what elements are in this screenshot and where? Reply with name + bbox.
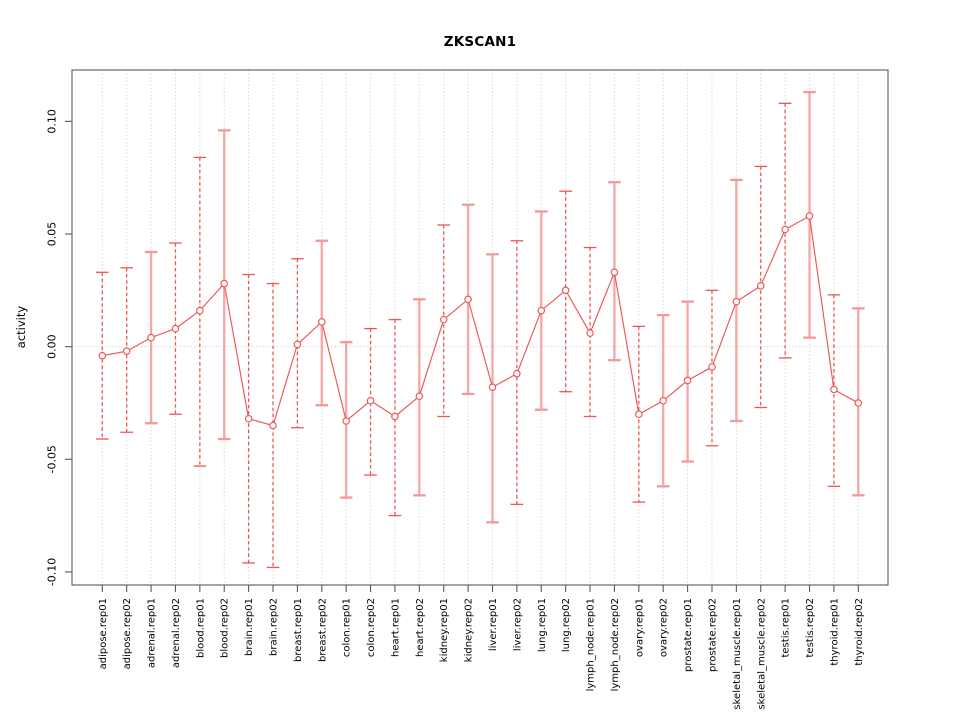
- data-point: [415, 392, 424, 400]
- x-tick-label: liver.rep02: [512, 598, 523, 651]
- data-point: [756, 282, 765, 290]
- x-tick-label: brain.rep01: [244, 598, 255, 656]
- x-tick-label: ovary.rep02: [659, 598, 670, 657]
- series-line: [102, 215, 859, 427]
- data-point: [293, 340, 302, 349]
- y-tick-label: -0.05: [46, 445, 59, 473]
- x-tick-label: prostate.rep01: [683, 598, 694, 672]
- data-point: [147, 333, 155, 342]
- x-tick-label: breast.rep02: [317, 598, 328, 662]
- x-tick-label: colon.rep02: [366, 598, 377, 657]
- x-tick-label: adrenal.rep02: [171, 598, 182, 668]
- x-tick-label: skeletal_muscle.rep01: [732, 598, 743, 710]
- data-point: [513, 369, 521, 378]
- data-point: [464, 295, 472, 304]
- x-tick-label: adipose.rep02: [122, 598, 133, 669]
- data-point: [171, 324, 180, 333]
- data-point: [488, 383, 497, 391]
- x-tick-label: lung.rep02: [561, 598, 572, 652]
- data-point: [805, 212, 814, 220]
- x-tick-label: liver.rep01: [488, 598, 499, 651]
- data-point: [586, 329, 594, 337]
- data-point: [537, 306, 546, 315]
- data-point: [220, 279, 229, 288]
- y-tick-label: 0.05: [46, 222, 59, 247]
- plot-frame: [71, 69, 889, 586]
- data-point: [781, 225, 789, 234]
- y-tick-label: -0.10: [46, 558, 59, 586]
- data-point: [244, 414, 253, 423]
- data-point: [269, 421, 277, 430]
- data-point: [391, 412, 399, 421]
- x-tick-label: lung.rep01: [537, 598, 548, 652]
- x-tick-label: skeletal_muscle.rep02: [756, 598, 767, 710]
- data-point: [854, 399, 863, 407]
- data-point: [196, 306, 204, 315]
- data-point: [342, 417, 350, 425]
- x-tick-label: testis.rep02: [805, 598, 816, 658]
- x-tick-label: brain.rep02: [269, 598, 280, 656]
- x-tick-label: breast.rep01: [293, 598, 304, 662]
- data-point: [366, 396, 375, 405]
- x-tick-label: prostate.rep02: [707, 598, 718, 672]
- data-point: [98, 351, 107, 360]
- x-tick-label: blood.rep02: [220, 598, 231, 658]
- data-point: [708, 363, 716, 371]
- x-tick-label: thyroid.rep02: [854, 598, 865, 666]
- x-tick-label: lymph_node.rep02: [610, 598, 621, 691]
- data-point: [122, 347, 131, 355]
- x-tick-label: testis.rep01: [781, 598, 792, 658]
- data-point: [635, 410, 643, 419]
- x-tick-label: adipose.rep01: [98, 598, 109, 669]
- x-tick-label: blood.rep01: [195, 598, 206, 658]
- chart-title: ZKSCAN1: [443, 34, 517, 50]
- x-tick-label: colon.rep01: [342, 598, 353, 657]
- x-tick-label: kidney.rep01: [439, 598, 450, 662]
- data-point: [318, 318, 326, 326]
- y-tick-label: 0.10: [46, 109, 59, 134]
- data-point: [610, 268, 619, 277]
- x-tick-label: kidney.rep02: [464, 598, 475, 662]
- x-tick-label: adrenal.rep01: [147, 598, 158, 668]
- data-point: [561, 286, 570, 295]
- data-point: [830, 385, 838, 394]
- x-tick-label: heart.rep01: [390, 598, 401, 657]
- data-point: [439, 315, 448, 324]
- y-tick-label: 0.00: [46, 334, 59, 359]
- x-tick-label: heart.rep02: [415, 598, 426, 657]
- x-tick-label: lymph_node.rep01: [586, 598, 597, 691]
- data-point: [732, 297, 741, 306]
- data-point: [659, 396, 667, 405]
- data-point: [683, 376, 692, 385]
- x-tick-label: ovary.rep01: [634, 598, 645, 657]
- x-tick-label: thyroid.rep01: [829, 598, 840, 666]
